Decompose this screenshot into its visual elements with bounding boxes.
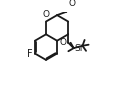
Text: F: F [27, 49, 32, 59]
Text: O: O [59, 38, 66, 47]
Text: O: O [68, 0, 75, 8]
Text: O: O [43, 10, 50, 19]
Text: Si: Si [74, 44, 83, 53]
